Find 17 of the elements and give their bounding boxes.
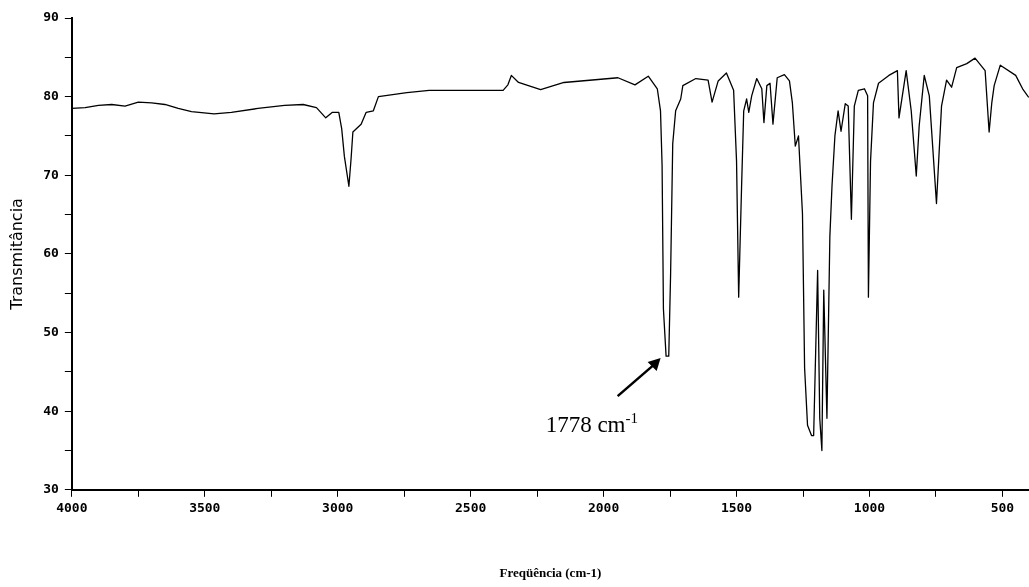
x-axis-title: Freqüência (cm-1) — [499, 564, 602, 580]
x-tick-label: 1500 — [720, 499, 753, 515]
x-tick-label: 2500 — [455, 499, 487, 515]
y-tick-label: 40 — [43, 402, 60, 418]
y-tick-label: 90 — [43, 9, 60, 25]
x-tick-label: 4000 — [56, 499, 88, 515]
x-tick-label: 3500 — [189, 499, 221, 515]
y-tick-label: 70 — [43, 166, 60, 182]
y-tick-label: 50 — [43, 323, 60, 339]
x-tick-label: 500 — [990, 499, 1015, 515]
y-tick-label: 80 — [43, 88, 60, 104]
y-axis-title: Transmitância — [6, 198, 26, 311]
y-tick-label: 30 — [43, 481, 60, 497]
x-tick-label: 3000 — [322, 499, 354, 515]
y-tick-label: 60 — [43, 245, 60, 261]
x-tick-label: 2000 — [587, 499, 620, 515]
x-tick-label: 1000 — [853, 499, 886, 515]
